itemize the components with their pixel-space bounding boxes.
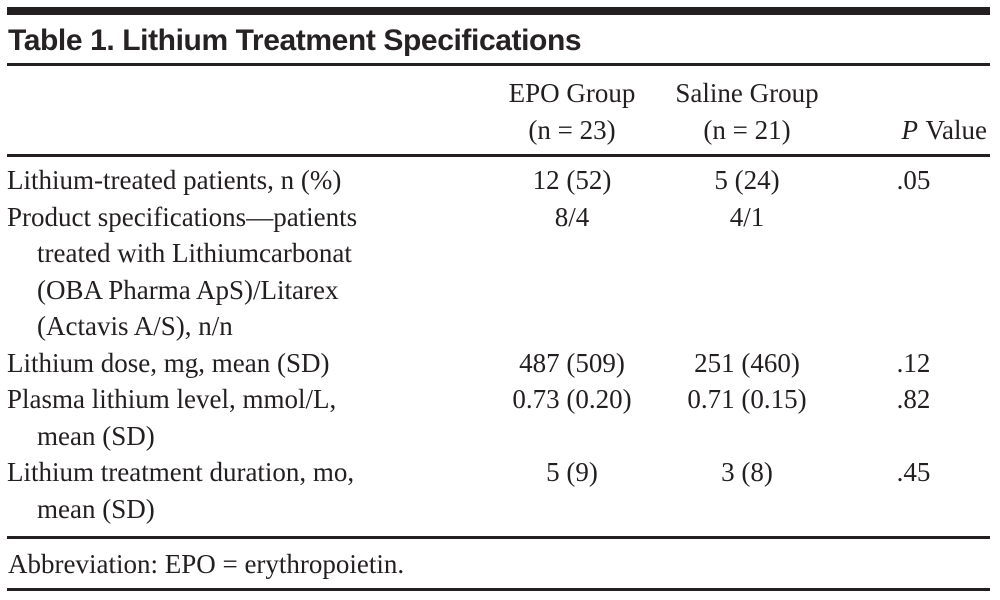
bottom-rule	[7, 588, 990, 591]
table-title: Table 1. Lithium Treatment Specification…	[8, 24, 582, 57]
p-value: .12	[896, 347, 931, 378]
epo-value: 487 (509)	[519, 347, 625, 378]
p-value-rest: Value	[925, 115, 987, 145]
epo-value: 0.73 (0.20)	[512, 384, 632, 414]
epo-group-name: EPO Group	[508, 78, 636, 108]
saline-group-name: Saline Group	[675, 78, 819, 108]
table-header: EPO Group (n = 23) Saline Group (n = 21)…	[7, 66, 990, 154]
table-row: Lithium dose, mg, mean (SD) 487 (509) 25…	[7, 345, 990, 382]
col-header-saline-group: Saline Group (n = 21)	[657, 75, 837, 149]
saline-group-n: (n = 21)	[703, 115, 791, 145]
p-value: .05	[896, 165, 931, 195]
saline-value: 3 (8)	[721, 457, 773, 487]
table-body: Lithium-treated patients, n (%) 12 (52) …	[7, 157, 990, 536]
row-label: Lithium dose, mg, mean (SD)	[7, 347, 330, 378]
row-label: Product specifications—patients treated …	[7, 201, 358, 342]
epo-value: 5 (9)	[546, 457, 598, 487]
saline-value: 0.71 (0.15)	[687, 384, 807, 414]
p-value-italic-p: P	[901, 115, 918, 145]
saline-value: 4/1	[729, 201, 765, 232]
epo-value: 8/4	[554, 201, 590, 232]
title-rule	[7, 63, 990, 66]
abbreviation-note: Abbreviation: EPO = erythropoietin.	[8, 549, 405, 579]
saline-value: 5 (24)	[714, 165, 780, 195]
row-label: Lithium treatment duration, mo, mean (SD…	[7, 457, 355, 524]
p-value: .45	[896, 457, 931, 487]
epo-group-n: (n = 23)	[528, 115, 616, 145]
table-row: Plasma lithium level, mmol/L, mean (SD) …	[7, 381, 990, 454]
table-row: Lithium treatment duration, mo, mean (SD…	[7, 454, 990, 527]
row-label: Plasma lithium level, mmol/L, mean (SD)	[7, 384, 337, 451]
top-bar	[7, 7, 990, 15]
row-label: Lithium-treated patients, n (%)	[7, 165, 342, 195]
table-row: Product specifications—patients treated …	[7, 199, 990, 345]
col-header-p-value: P Value	[837, 112, 990, 149]
p-value: .82	[896, 384, 931, 414]
saline-value: 251 (460)	[694, 347, 800, 378]
col-header-epo-group: EPO Group (n = 23)	[487, 75, 657, 149]
epo-value: 12 (52)	[532, 165, 612, 195]
header-rule	[7, 154, 990, 157]
footnote-top-rule	[7, 536, 990, 539]
table-row: Lithium-treated patients, n (%) 12 (52) …	[7, 162, 990, 199]
